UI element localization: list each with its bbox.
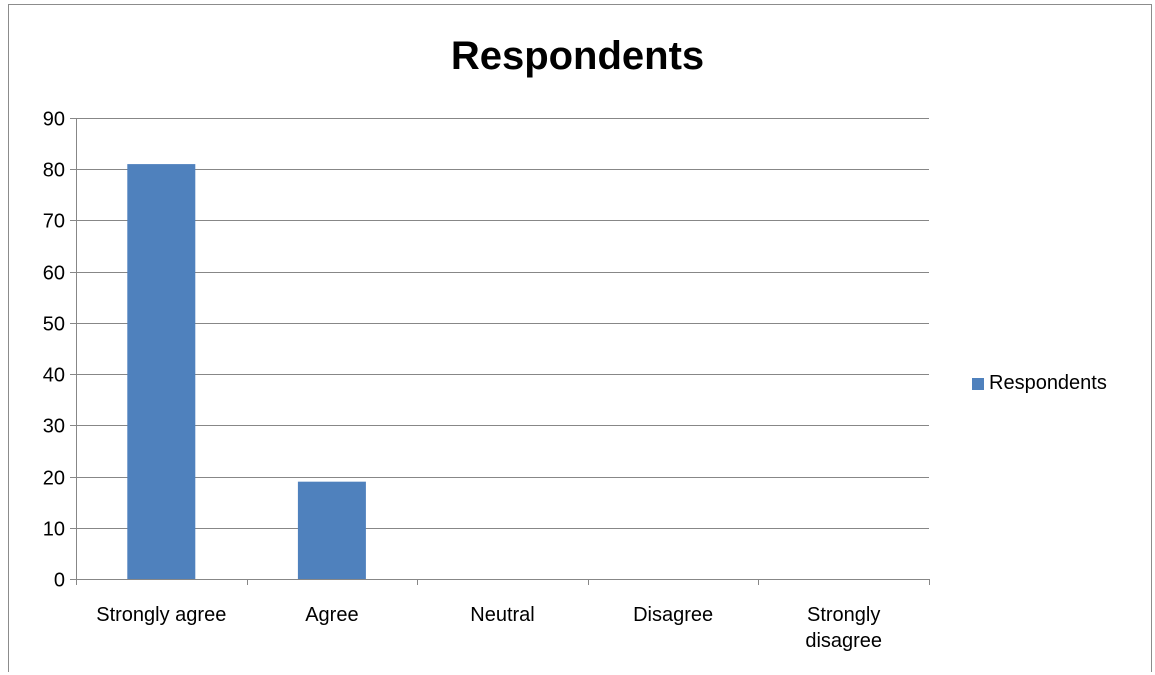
y-tick-label: 50 [43,314,65,336]
legend-swatch [972,377,984,390]
legend: Respondents [972,372,1107,395]
y-tick-label: 0 [54,570,65,592]
y-tick-label: 80 [43,160,65,182]
y-tick-label: 10 [43,519,65,541]
x-category-label: Strongly disagree [805,604,882,652]
bar [127,164,196,579]
x-category-label: Neutral [470,604,534,626]
y-tick-label: 30 [43,416,65,438]
chart-title: Respondents [450,34,705,78]
y-tick-label: 20 [43,468,65,490]
chart-area [8,4,1152,672]
bar [297,481,366,579]
x-category-label: Disagree [633,604,713,626]
y-tick-label: 70 [43,211,65,233]
x-category-label: Agree [305,604,358,626]
y-tick-label: 60 [43,263,65,285]
legend-label: Respondents [989,372,1107,394]
x-category-label: Strongly agree [96,604,226,626]
y-tick-label: 90 [43,109,65,131]
y-tick-label: 40 [43,365,65,387]
